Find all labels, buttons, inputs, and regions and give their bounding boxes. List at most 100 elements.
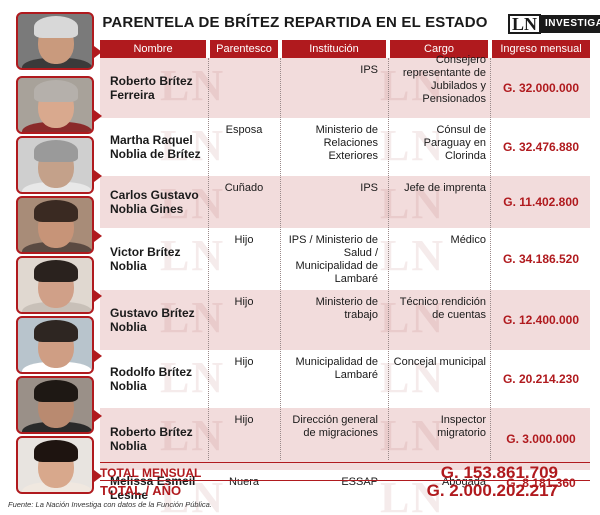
institution: IPS / Ministerio de Salud / Municipalida… bbox=[288, 234, 378, 285]
person-photo bbox=[16, 316, 94, 374]
institution: Ministerio de trabajo bbox=[315, 296, 378, 321]
photo-pointer bbox=[94, 46, 102, 58]
row-background bbox=[100, 350, 590, 408]
person-photo bbox=[16, 256, 94, 314]
watermark: LN bbox=[380, 121, 446, 170]
photo-hair bbox=[34, 80, 78, 102]
table-row: LN LN Rodolfo Brítez Noblia Hijo Municipalid… bbox=[0, 350, 600, 408]
photo-pointer bbox=[94, 170, 102, 182]
watermark: LN bbox=[380, 231, 446, 280]
institution: Dirección general de migraciones bbox=[292, 414, 378, 439]
watermark: LN bbox=[160, 61, 226, 110]
person-photo bbox=[16, 196, 94, 254]
table-header: Nombre Parentesco Institución Cargo Ingr… bbox=[100, 40, 590, 58]
person-name: Gustavo Brítez Noblia bbox=[110, 306, 195, 334]
monthly-income: G. 32.476.880 bbox=[502, 140, 580, 154]
monthly-income: G. 20.214.230 bbox=[502, 372, 580, 386]
person-photo bbox=[16, 376, 94, 434]
position: Concejal municipal bbox=[393, 356, 486, 368]
watermark: LN bbox=[160, 231, 226, 280]
relationship: Cuñado bbox=[224, 182, 264, 194]
person-name: Martha Raquel Noblia de Brítez bbox=[110, 133, 201, 161]
relationship: Hijo bbox=[234, 234, 254, 246]
relationship: Hijo bbox=[234, 356, 254, 368]
row-background bbox=[100, 470, 590, 492]
photo-hair bbox=[34, 260, 78, 282]
table-row: LN LN Carlos Gustavo Noblia Gines Cuñado IPS… bbox=[0, 176, 600, 228]
header-parentesco: Parentesco bbox=[210, 40, 278, 58]
monthly-income: G. 12.400.000 bbox=[502, 313, 580, 327]
person-photo bbox=[16, 136, 94, 194]
row-background bbox=[100, 176, 590, 228]
person-name: Roberto Brítez Noblia bbox=[110, 425, 193, 453]
total-anual-label: TOTAL / AÑO bbox=[100, 483, 182, 498]
header-institucion: Institución bbox=[282, 40, 386, 58]
header-ingreso: Ingreso mensual bbox=[492, 40, 590, 58]
watermark: LN bbox=[380, 293, 446, 342]
monthly-income: G. 32.000.000 bbox=[502, 81, 580, 95]
header-cargo: Cargo bbox=[390, 40, 488, 58]
position: Médico bbox=[450, 234, 486, 246]
position: Consejero representante de Jubilados y P… bbox=[402, 54, 486, 105]
person-photo bbox=[16, 12, 94, 70]
photo-pointer bbox=[94, 230, 102, 242]
person-name: Melissa Esmeil Lesme bbox=[110, 474, 196, 502]
photo-pointer bbox=[94, 410, 102, 422]
total-mensual-row: TOTAL MENSUAL G. 153.861.709 bbox=[100, 462, 590, 482]
kinship-table: Nombre Parentesco Institución Cargo Ingr… bbox=[0, 12, 600, 515]
person-name: Victor Brítez Noblia bbox=[110, 245, 181, 273]
person-name: Roberto Brítez Ferreira bbox=[110, 74, 193, 102]
photo-pointer bbox=[94, 350, 102, 362]
watermark: LN bbox=[380, 61, 446, 110]
row-background bbox=[100, 58, 590, 118]
watermark: LN bbox=[380, 179, 446, 228]
total-mensual-value: G. 153.861.709 bbox=[440, 463, 558, 482]
photo-hair bbox=[34, 200, 78, 222]
table-row: LN LN Martha Raquel Noblia de Brítez Esposa… bbox=[0, 118, 600, 176]
institution: Ministerio de Relaciones Exteriores bbox=[315, 124, 378, 162]
total-anual-value: G. 2.000.202.217 bbox=[426, 481, 558, 500]
institution: IPS bbox=[360, 182, 378, 194]
person-name: Carlos Gustavo Noblia Gines bbox=[110, 188, 199, 216]
photo-hair bbox=[34, 140, 78, 162]
watermark: LN bbox=[160, 293, 226, 342]
source-note: Fuente: La Nación Investiga con datos de… bbox=[8, 500, 212, 509]
institution: Municipalidad de Lambaré bbox=[295, 356, 378, 381]
relationship: Hijo bbox=[234, 296, 254, 308]
photo-hair bbox=[34, 320, 78, 342]
total-mensual-label: TOTAL MENSUAL bbox=[100, 466, 202, 480]
institution: IPS bbox=[360, 64, 378, 76]
person-photo bbox=[16, 76, 94, 134]
watermark: LN bbox=[380, 411, 446, 460]
page-title: PARENTELA DE BRÍTEZ REPARTIDA EN EL ESTA… bbox=[102, 14, 488, 31]
table-row: LN LN Roberto Brítez Ferreira IPS Consejero … bbox=[0, 54, 600, 118]
row-background bbox=[100, 290, 590, 350]
monthly-income: G. 8.181.360 bbox=[506, 476, 576, 490]
table-row: LN LN Roberto Brítez Noblia Hijo Dirección g… bbox=[0, 408, 600, 470]
header-nombre: Nombre bbox=[100, 40, 206, 58]
ln-investiga-logo: LN INVESTIGA bbox=[508, 14, 600, 34]
monthly-income: G. 34.186.520 bbox=[502, 252, 580, 266]
logo-mark: LN bbox=[508, 14, 542, 34]
watermark: LN bbox=[160, 353, 226, 402]
person-photo bbox=[16, 436, 94, 494]
logo-text: INVESTIGA bbox=[541, 15, 600, 33]
column-divider bbox=[280, 58, 281, 460]
relationship: Hijo bbox=[234, 414, 254, 426]
watermark: LN bbox=[160, 179, 226, 228]
column-divider bbox=[490, 58, 491, 460]
relationship: Esposa bbox=[225, 124, 263, 136]
row-background bbox=[100, 118, 590, 176]
position: Técnico rendición de cuentas bbox=[399, 296, 486, 321]
monthly-income: G. 3.000.000 bbox=[506, 432, 576, 446]
row-background bbox=[100, 408, 590, 470]
position: Abogada bbox=[441, 476, 486, 488]
photo-hair bbox=[34, 440, 78, 462]
photo-pointer bbox=[94, 290, 102, 302]
relationship: Nuera bbox=[229, 476, 259, 488]
photo-hair bbox=[34, 16, 78, 38]
position: Jefe de imprenta bbox=[404, 182, 486, 194]
photo-pointer bbox=[94, 110, 102, 122]
monthly-income: G. 11.402.800 bbox=[503, 195, 579, 209]
column-divider bbox=[208, 58, 209, 460]
